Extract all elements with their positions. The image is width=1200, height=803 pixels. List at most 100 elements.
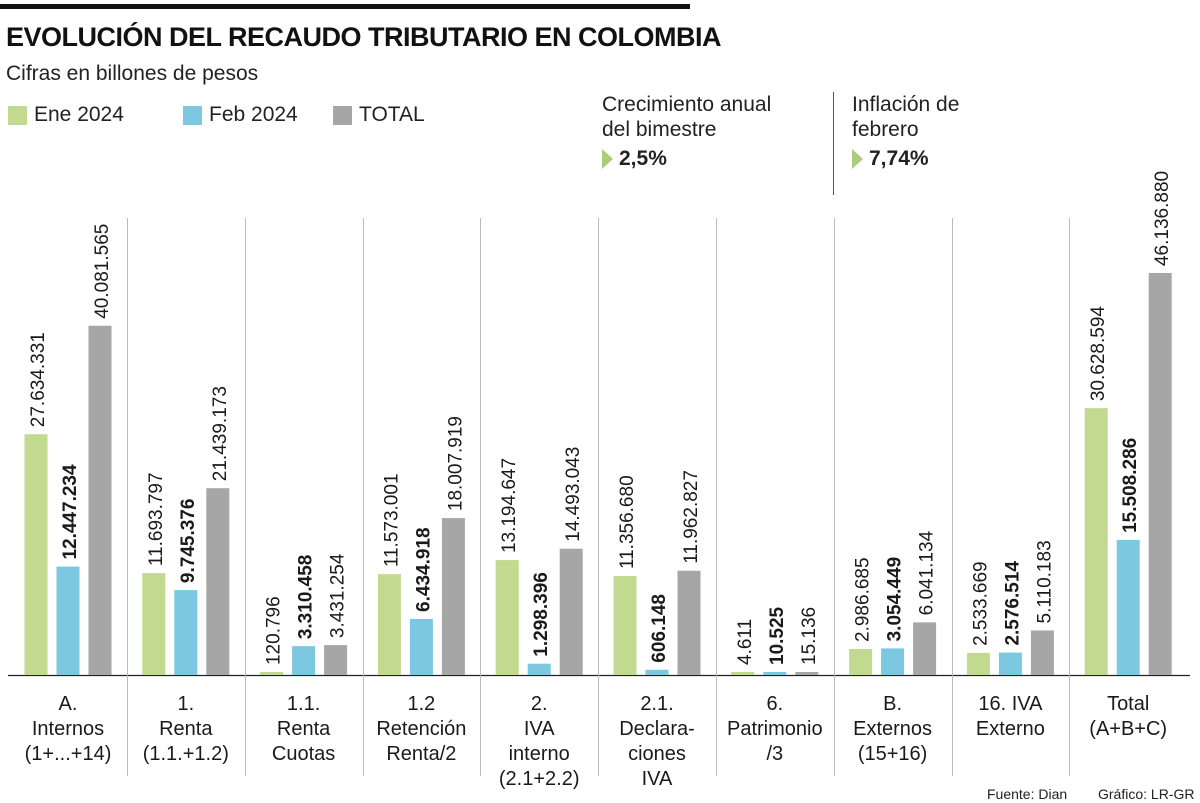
chart-subtitle: Cifras en billones de pesos — [6, 62, 259, 85]
bar-ene — [966, 652, 990, 675]
category-label: (1+...+14) — [25, 743, 112, 765]
data-label-total: 14.493.043 — [563, 447, 584, 542]
data-label-feb: 6.434.918 — [413, 527, 434, 612]
category-label: interno — [509, 743, 570, 765]
legend-swatch-total — [333, 105, 352, 125]
legend-label-total: TOTAL — [359, 103, 425, 126]
data-label-feb: 606.148 — [649, 594, 670, 663]
bar-total — [1030, 630, 1054, 675]
bar-feb — [409, 618, 433, 675]
legend-item-ene: Ene 2024 — [8, 102, 124, 128]
category-label: (A+B+C) — [1089, 718, 1167, 740]
data-label-ene: 27.634.331 — [28, 332, 49, 427]
bar-feb — [1116, 539, 1140, 675]
category-label: Renta/2 — [386, 743, 456, 765]
category-label: Declara- — [619, 718, 695, 740]
kpi-inflacion-value: 7,74% — [869, 147, 929, 170]
category-label: 6. — [766, 693, 783, 715]
bar-ene — [142, 573, 166, 675]
bar-feb — [763, 672, 787, 675]
category-label: B. — [883, 693, 902, 715]
bar-ene — [24, 434, 48, 675]
bar-ene — [377, 574, 401, 675]
data-label-ene: 30.628.594 — [1088, 306, 1109, 402]
legend-label-ene: Ene 2024 — [34, 103, 124, 126]
bar-total — [677, 570, 701, 675]
legend-swatch-ene — [8, 105, 27, 125]
category-label: 2.1. — [640, 693, 673, 715]
bar-total — [913, 622, 937, 675]
legend-item-feb: Feb 2024 — [183, 102, 298, 128]
data-label-ene: 2.533.669 — [970, 561, 991, 646]
category-label: Internos — [32, 718, 104, 740]
data-label-feb: 12.447.234 — [60, 464, 81, 560]
bar-feb — [292, 646, 316, 675]
chart-title: EVOLUCIÓN DEL RECAUDO TRIBUTARIO EN COLO… — [6, 22, 722, 52]
data-label-ene: 11.693.797 — [146, 472, 167, 566]
data-label-feb: 3.054.449 — [885, 557, 906, 642]
kpi-inflacion: Inflación de febrero 7,74% — [852, 92, 959, 171]
data-label-total: 21.439.173 — [210, 386, 231, 481]
bar-total — [324, 645, 348, 675]
legend-item-total: TOTAL — [333, 102, 425, 128]
category-label: Renta — [159, 718, 213, 740]
bar-ene — [1084, 408, 1108, 675]
category-label: IVA — [642, 768, 673, 790]
bar-ene — [849, 648, 873, 675]
category-label: (2.1+2.2) — [499, 768, 580, 790]
kpi-inflacion-value-row: 7,74% — [852, 146, 959, 171]
category-label: (1.1.+1.2) — [143, 743, 229, 765]
data-label-total: 5.110.183 — [1034, 540, 1055, 623]
category-label: Retención — [376, 718, 466, 740]
bar-total — [441, 518, 465, 675]
data-label-total: 15.136 — [799, 607, 820, 665]
bar-ene — [613, 576, 637, 675]
category-label: Externo — [976, 718, 1045, 740]
data-label-ene: 4.611 — [735, 619, 756, 665]
bar-feb — [527, 663, 551, 675]
data-label-total: 6.041.134 — [917, 530, 938, 615]
kpi-inflacion-label-2: febrero — [852, 118, 919, 141]
data-label-ene: 11.573.001 — [381, 473, 402, 567]
category-label: Total — [1107, 693, 1149, 715]
data-label-feb: 15.508.286 — [1120, 438, 1141, 533]
category-label: ciones — [628, 743, 686, 765]
bar-feb — [998, 652, 1022, 675]
kpi-crecimiento-value-row: 2,5% — [602, 146, 771, 171]
category-label: 16. IVA — [978, 693, 1043, 715]
bar-feb — [881, 648, 905, 675]
data-label-ene: 13.194.647 — [499, 458, 520, 553]
category-label: 1.2 — [407, 693, 435, 715]
category-label: (15+16) — [858, 743, 928, 765]
data-label-total: 3.431.254 — [328, 553, 349, 638]
category-label: Externos — [853, 718, 932, 740]
data-label-feb: 2.576.514 — [1002, 561, 1023, 646]
data-label-total: 11.962.827 — [681, 470, 702, 564]
legend-label-feb: Feb 2024 — [209, 103, 298, 126]
data-label-feb: 9.745.376 — [178, 499, 199, 584]
top-rule — [0, 4, 690, 9]
bar-total — [559, 548, 583, 675]
category-label: Cuotas — [272, 743, 335, 765]
data-label-total: 18.007.919 — [445, 416, 466, 511]
bar-total — [795, 672, 819, 675]
triangle-icon — [602, 148, 613, 169]
bar-total — [1148, 273, 1172, 675]
category-label: /3 — [766, 743, 783, 765]
data-label-ene: 120.796 — [264, 596, 285, 665]
bar-ene — [495, 560, 519, 675]
data-label-feb: 3.310.458 — [296, 555, 317, 640]
triangle-icon — [852, 148, 863, 169]
bar-total — [206, 488, 230, 675]
kpi-crecimiento: Crecimiento anual del bimestre 2,5% — [602, 92, 771, 171]
category-label: Renta — [277, 718, 331, 740]
data-label-feb: 10.525 — [767, 606, 788, 665]
data-label-ene: 2.986.685 — [853, 557, 874, 642]
category-label: 1. — [177, 693, 194, 715]
footer-credit: Gráfico: LR-GR — [1098, 786, 1195, 802]
kpi-divider — [833, 92, 834, 195]
data-label-total: 46.136.880 — [1152, 171, 1173, 266]
footer-source: Fuente: Dian — [987, 786, 1068, 802]
category-label: A. — [59, 693, 78, 715]
